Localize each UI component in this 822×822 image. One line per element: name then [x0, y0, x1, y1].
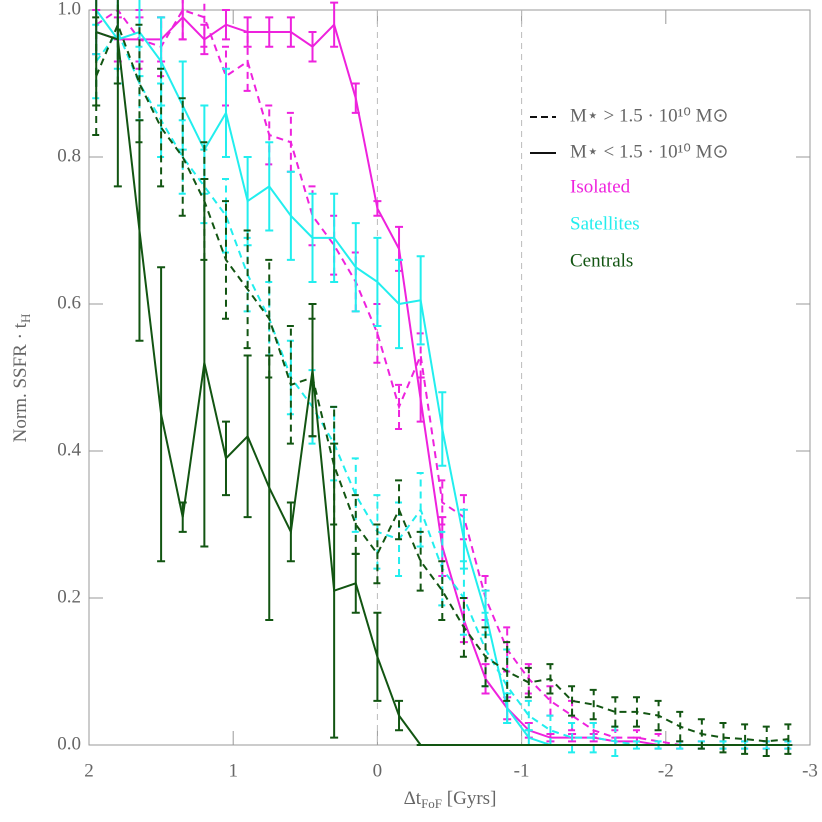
legend-label: M⋆ < 1.5 · 10¹⁰ M⊙: [570, 141, 728, 162]
x-tick-label: -3: [802, 760, 818, 781]
x-label-post: [Gyrs]: [442, 788, 496, 809]
error-bar: [373, 523, 382, 585]
error-bar: [438, 560, 447, 622]
series-line: [95, 21, 789, 743]
error-bar: [178, 97, 187, 217]
x-tick-label: 1: [228, 760, 238, 781]
y-tick-label: 0.2: [57, 586, 81, 607]
x-axis-label: ΔtFoF [Gyrs]: [404, 788, 497, 811]
x-tick-label: -1: [514, 760, 530, 781]
y-tick-label: 1.0: [57, 0, 81, 19]
series-line: [95, 31, 789, 746]
legend-label: M⋆ > 1.5 · 10¹⁰ M⊙: [570, 105, 728, 126]
y-axis-label: Norm. SSFR · tH: [10, 314, 33, 443]
y-tick-label: 0.6: [57, 292, 81, 313]
y-label-main: Norm. SSFR · t: [10, 322, 31, 442]
error-bar: [416, 530, 425, 592]
error-bar: [221, 200, 230, 320]
series-line: [95, 15, 789, 746]
error-bar: [589, 688, 598, 721]
error-bar: [611, 696, 620, 728]
x-label-sub: FoF: [421, 796, 442, 811]
y-tick-label: 0.0: [57, 733, 81, 754]
y-label-sub: H: [18, 314, 33, 323]
legend-group: Satellites: [570, 213, 640, 234]
error-bar: [286, 325, 295, 445]
error-bar: [524, 699, 533, 732]
x-tick-label: 0: [373, 760, 383, 781]
x-tick-label: 2: [84, 760, 94, 781]
series-line: [95, 8, 789, 746]
error-bar: [762, 725, 771, 758]
error-bar: [157, 67, 166, 188]
error-bar: [243, 229, 252, 350]
error-bar: [395, 383, 404, 430]
error-bar: [568, 685, 577, 717]
x-label-main: Δt: [404, 788, 422, 809]
error-bar: [351, 494, 360, 555]
legend-group: Isolated: [570, 176, 631, 197]
y-tick-label: 0.4: [57, 439, 81, 460]
error-bar: [92, 0, 101, 107]
error-bar: [568, 721, 577, 754]
error-bar: [113, 0, 122, 188]
error-bar: [741, 723, 750, 755]
x-tick-label: -2: [658, 760, 674, 781]
y-tick-label: 0.8: [57, 145, 81, 166]
legend-group: Centrals: [570, 250, 633, 271]
